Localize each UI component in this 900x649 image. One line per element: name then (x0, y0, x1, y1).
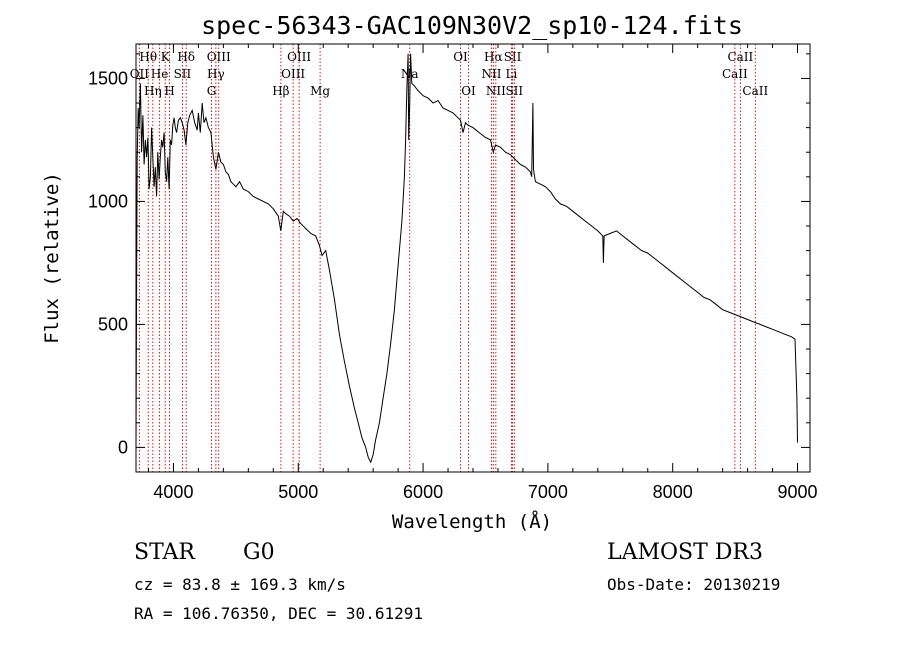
line-marker-label: G (207, 84, 217, 98)
observation-date: Obs-Date: 20130219 (607, 575, 780, 594)
line-marker-label: K (161, 50, 171, 64)
y-tick-label: 500 (98, 314, 128, 334)
line-marker-label: OIII (207, 50, 231, 64)
line-marker-label: SII (505, 84, 523, 98)
line-marker-label: Hβ (272, 84, 289, 98)
line-marker-label: H (164, 84, 174, 98)
line-marker-label: OI (461, 84, 476, 98)
y-tick-label: 1500 (88, 68, 128, 88)
line-marker-label: Na (401, 67, 419, 81)
object-class: STAR (134, 540, 196, 565)
line-marker-label: Hδ (177, 50, 195, 64)
line-marker-label: He (151, 67, 169, 81)
line-marker-label: OII (130, 67, 150, 81)
x-tick-label: 7000 (528, 482, 568, 502)
x-tick-label: 8000 (653, 482, 693, 502)
line-marker-label: OIII (281, 67, 305, 81)
line-marker-label: Hη (144, 84, 162, 98)
y-axis-label: Flux (relative) (41, 172, 63, 344)
spectrum-line (135, 53, 798, 464)
x-axis-label: Wavelength (Å) (392, 510, 552, 533)
line-marker-label: CaII (742, 84, 768, 98)
x-tick-label: 4000 (153, 482, 193, 502)
line-marker-label: NII (481, 67, 501, 81)
line-marker-label: SII (504, 50, 522, 64)
line-marker-label: CaII (727, 50, 753, 64)
line-marker-label: OIII (287, 50, 311, 64)
survey-name: LAMOST DR3 (607, 540, 763, 565)
spectral-subclass: G0 (243, 540, 275, 565)
line-marker-label: CaII (722, 67, 748, 81)
y-tick-label: 1000 (88, 191, 128, 211)
line-marker-label: Hθ (139, 50, 157, 64)
line-marker-label: OI (453, 50, 468, 64)
chart-title: spec-56343-GAC109N30V2_sp10-124.fits (201, 11, 743, 40)
redshift-value: cz = 83.8 ± 169.3 km/s (134, 575, 346, 594)
x-tick-label: 9000 (777, 482, 817, 502)
axis-ticks: 4000 5000 6000 7000 8000 9000 0 500 1000 1500 (88, 44, 818, 502)
line-marker-label: SII (174, 67, 192, 81)
x-tick-label: 6000 (403, 482, 443, 502)
x-tick-label: 5000 (278, 482, 318, 502)
plot-frame (135, 43, 811, 473)
line-marker-label: NII (486, 84, 506, 98)
line-marker-label: Mg (310, 84, 330, 98)
line-marker-label: Hγ (207, 67, 225, 81)
y-tick-label: 0 (118, 437, 128, 457)
line-marker-label: Hα (484, 50, 503, 64)
line-marker-label: Li (506, 67, 518, 81)
sky-coordinates: RA = 106.76350, DEC = 30.61291 (134, 604, 423, 623)
